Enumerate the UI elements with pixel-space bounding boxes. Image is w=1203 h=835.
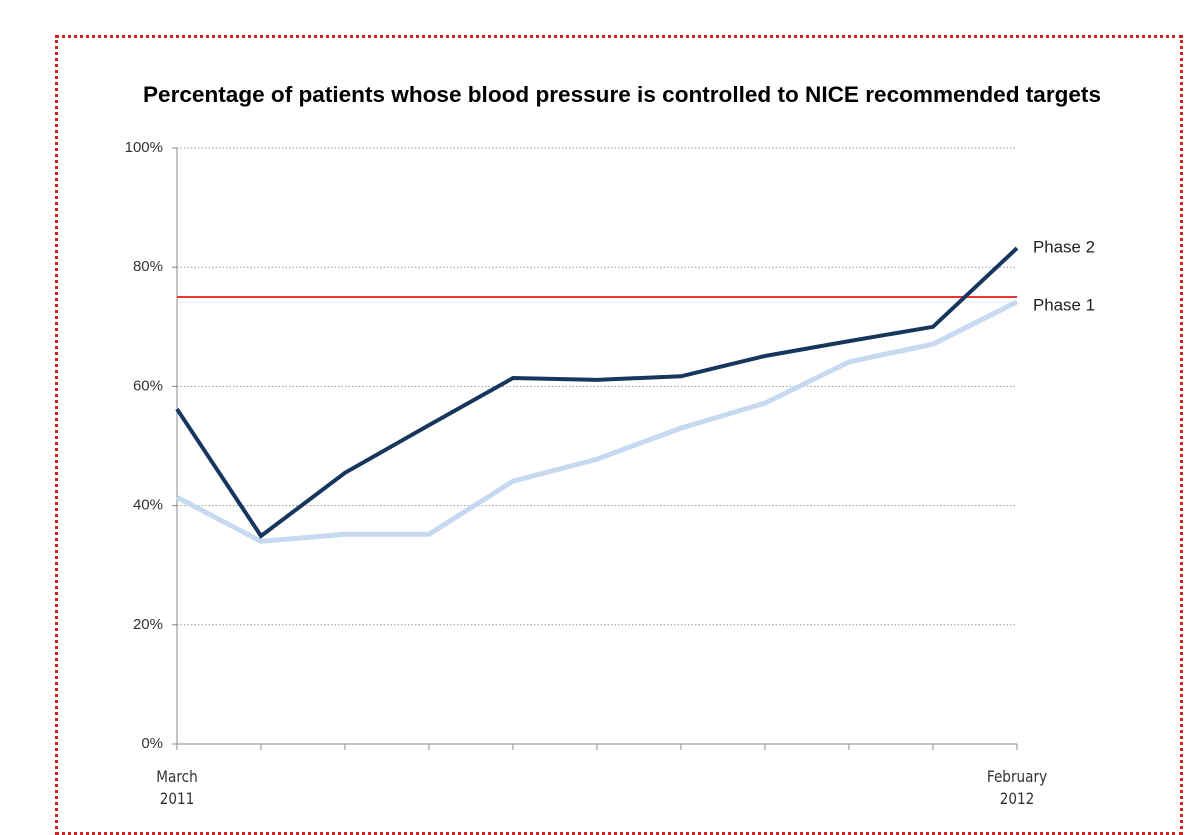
chart-title: Percentage of patients whose blood press…: [143, 82, 1101, 107]
y-tick-label: 40%: [133, 497, 163, 514]
y-tick-label: 20%: [133, 616, 163, 633]
y-tick-label: 80%: [133, 258, 163, 275]
x-tick-label: March 2011: [156, 767, 198, 808]
y-tick-label: 60%: [133, 377, 163, 394]
x-tick-label: February 2012: [986, 767, 1048, 808]
page: Percentage of patients whose blood press…: [55, 35, 1183, 835]
chart: Percentage of patients whose blood press…: [125, 82, 1101, 752]
series-label: Phase 2: [1033, 238, 1095, 257]
y-tick-label: 0%: [141, 735, 163, 752]
series-label: Phase 1: [1033, 295, 1095, 314]
series-line: [175, 246, 1019, 539]
y-tick-label: 100%: [125, 139, 163, 156]
series-line: [175, 299, 1019, 544]
